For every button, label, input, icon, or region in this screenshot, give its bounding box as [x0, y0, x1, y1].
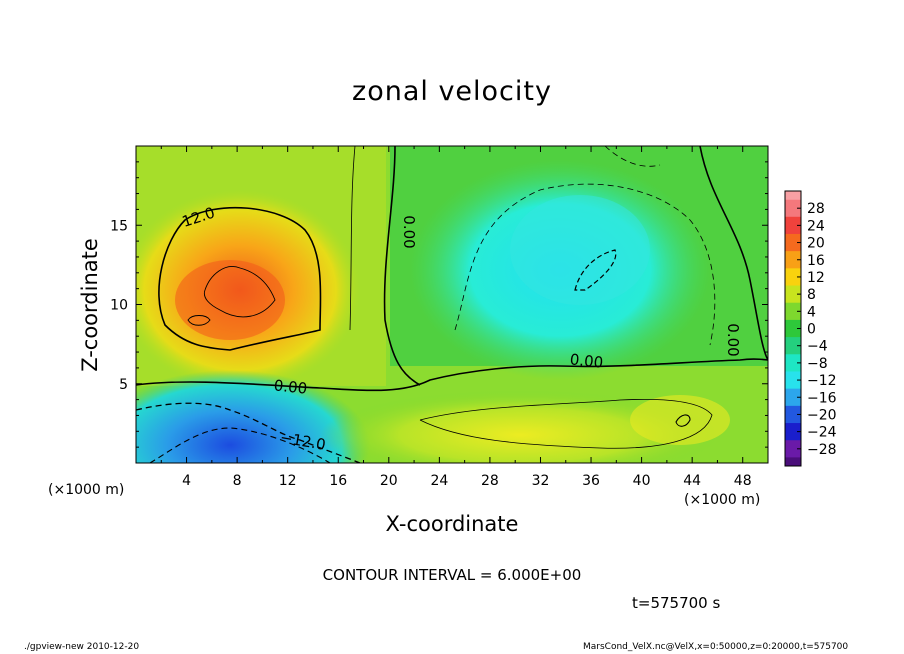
y-axis: 5 10 15 — [110, 161, 768, 448]
colorbar-label: 0 — [807, 322, 816, 338]
colorbar-label: 4 — [807, 304, 816, 320]
x-tick-label: 36 — [582, 473, 600, 489]
x-unit-label-right: (×1000 m) — [684, 492, 761, 508]
colorbar-label: 8 — [807, 287, 816, 303]
footer-left: ./gpview-new 2010-12-20 — [24, 642, 140, 652]
contour-lines — [136, 146, 768, 463]
x-axis: 4 8 12 16 20 24 28 32 36 40 44 48 — [160, 146, 752, 489]
y-tick-label: 15 — [110, 218, 128, 234]
x-tick-label: 12 — [279, 473, 297, 489]
colorbar-label: 12 — [807, 270, 825, 286]
colorbar-swatch — [785, 216, 801, 235]
contour-interval: CONTOUR INTERVAL = 6.000E+00 — [322, 566, 582, 584]
colorbar-label: 24 — [807, 218, 825, 234]
colorbar-swatch — [785, 199, 801, 218]
contour-label: 0.00 — [400, 215, 418, 248]
x-tick-label: 4 — [182, 473, 191, 489]
x-tick-label: 16 — [329, 473, 347, 489]
contour-label: 0.00 — [273, 376, 308, 397]
colorbar-swatch — [785, 268, 801, 287]
colorbar-cap-bottom — [785, 457, 801, 466]
colorbar-label: −8 — [807, 356, 828, 372]
x-tick-label: 28 — [481, 473, 499, 489]
colorbar-swatch — [785, 285, 801, 304]
x-tick-label: 8 — [233, 473, 242, 489]
x-tick-label: 24 — [430, 473, 448, 489]
x-tick-label: 40 — [633, 473, 651, 489]
x-unit-label: (×1000 m) — [48, 482, 125, 498]
chart-title: zonal velocity — [352, 76, 552, 107]
colorbar-label: −24 — [807, 425, 837, 441]
colorbar-swatch — [785, 302, 801, 321]
x-axis-label: X-coordinate — [385, 512, 519, 536]
footer-right: MarsCond_VelX.nc@VelX,x=0:50000,z=0:2000… — [583, 642, 849, 652]
y-axis-label: Z-coordinate — [78, 238, 102, 372]
colorbar-label: −16 — [807, 390, 837, 406]
velocity-field — [136, 146, 768, 463]
x-tick-label: 20 — [380, 473, 398, 489]
colorbar-label: −20 — [807, 407, 837, 423]
x-tick-label: 44 — [683, 473, 701, 489]
colorbar-swatch — [785, 319, 801, 338]
colorbar-label: 28 — [807, 201, 825, 217]
colorbar-swatch — [785, 337, 801, 355]
colorbar-swatch — [785, 440, 801, 458]
colorbar-label: −12 — [807, 373, 837, 389]
x-tick-label: 32 — [532, 473, 550, 489]
contour-label: 0.00 — [724, 323, 742, 356]
contour-label: 0.00 — [569, 350, 604, 371]
colorbar-swatch — [785, 233, 801, 252]
colorbar-swatch — [785, 251, 801, 269]
colorbar-label: −28 — [807, 442, 837, 458]
colorbar-swatch — [785, 388, 801, 407]
colorbar-label: 16 — [807, 253, 825, 269]
colorbar-swatch — [785, 354, 801, 372]
contour-label-layer: 12.0 0.00 0.00 0.00 0.00 −12.0 — [180, 204, 742, 454]
x-tick-label: 48 — [734, 473, 752, 489]
colorbar-swatch — [785, 371, 801, 390]
colorbar-swatch — [785, 405, 801, 424]
time-label: t=575700 s — [632, 594, 721, 612]
colorbar-label: −4 — [807, 339, 828, 355]
colorbar-cap-top — [785, 191, 801, 200]
colorbar-swatch — [785, 423, 801, 441]
y-tick-label: 5 — [119, 377, 128, 393]
colorbar-label: 20 — [807, 236, 825, 252]
y-tick-label: 10 — [110, 298, 128, 314]
